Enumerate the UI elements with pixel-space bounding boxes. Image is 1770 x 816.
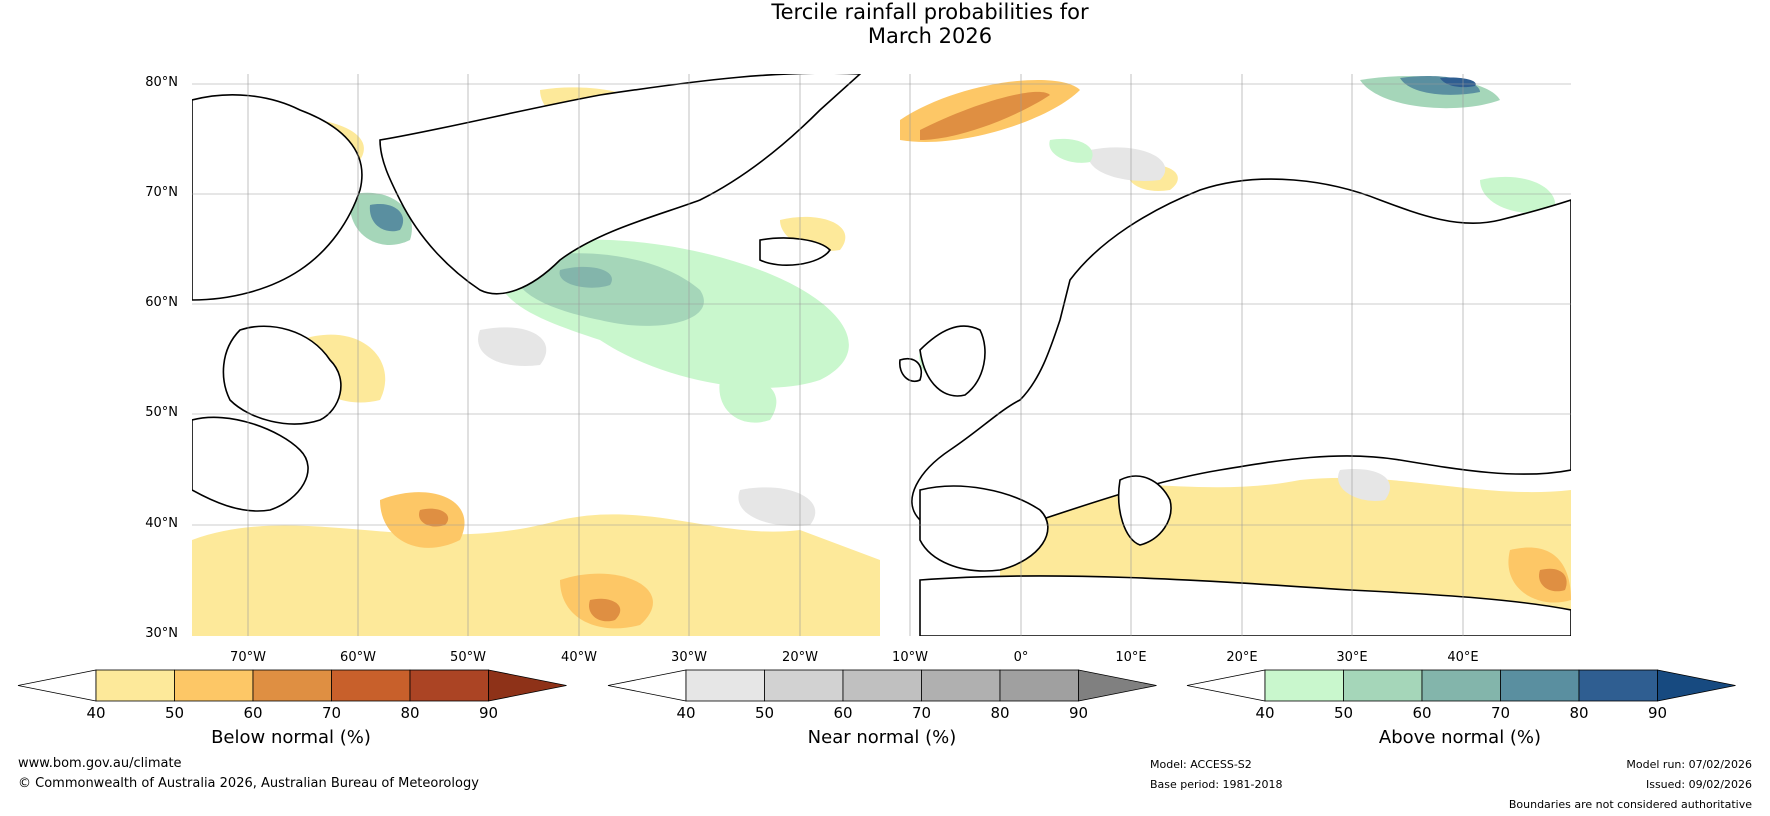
footer-website: www.bom.gov.au/climate xyxy=(18,756,182,771)
lon-tick: 40°E xyxy=(1447,650,1479,665)
lon-tick: 0° xyxy=(1013,650,1029,665)
lon-tick: 50°W xyxy=(450,650,486,665)
colorbar-segment xyxy=(252,669,332,702)
colorbar-segment xyxy=(764,669,844,702)
colorbar-label-below: Below normal (%) xyxy=(211,727,371,748)
colorbar-tick-label: 60 xyxy=(833,704,853,722)
colorbar-tick-label: 40 xyxy=(676,704,696,722)
lon-tick: 70°W xyxy=(230,650,266,665)
colorbar-segment xyxy=(1500,669,1580,702)
lon-tick: 30°E xyxy=(1336,650,1368,665)
colorbar-segment xyxy=(842,669,922,702)
lon-tick: 10°W xyxy=(892,650,928,665)
colorbar-segment xyxy=(1578,669,1658,702)
coastlines xyxy=(192,74,1571,636)
colorbar-segment xyxy=(409,669,489,702)
colorbar-tick-label: 80 xyxy=(990,704,1010,722)
lat-tick: 50°N xyxy=(145,405,178,420)
colorbar-extend-low xyxy=(607,669,687,702)
colorbar-tick-label: 50 xyxy=(1333,704,1354,722)
colorbar-segment xyxy=(685,669,765,702)
colorbar-tick-label: 90 xyxy=(478,704,499,722)
colorbar-segment xyxy=(174,669,254,702)
gridlines xyxy=(192,74,1571,636)
colorbar-tick-label: 70 xyxy=(321,704,342,722)
colorbar-segment xyxy=(95,669,175,702)
colorbar-tick-label: 80 xyxy=(400,704,420,722)
colorbar-extend-low xyxy=(1186,669,1266,702)
lon-tick: 10°E xyxy=(1115,650,1147,665)
colorbar-segment xyxy=(1343,669,1423,702)
footer-base-period: Base period: 1981-2018 xyxy=(1150,778,1283,791)
colorbar-segment xyxy=(331,669,411,702)
colorbar-extend-high xyxy=(488,669,567,702)
footer-issued: Issued: 09/02/2026 xyxy=(1645,778,1752,791)
colorbar-tick-label: 40 xyxy=(86,704,106,722)
colorbar-segment xyxy=(999,669,1079,702)
lat-tick: 30°N xyxy=(145,626,178,641)
lon-tick: 60°W xyxy=(340,650,376,665)
colorbar-extend-low xyxy=(17,669,97,702)
colorbar-tick-label: 90 xyxy=(1647,704,1668,722)
colorbar-tick-label: 70 xyxy=(911,704,932,722)
footer-model-run: Model run: 07/02/2026 xyxy=(1626,758,1752,771)
lat-tick: 60°N xyxy=(145,295,178,310)
colorbar-segment xyxy=(921,669,1001,702)
lon-tick: 40°W xyxy=(561,650,597,665)
footer-copyright: © Commonwealth of Australia 2026, Austra… xyxy=(18,776,479,791)
map-title: Tercile rainfall probabilities for March… xyxy=(0,0,1770,48)
colorbar-label-near: Near normal (%) xyxy=(807,727,957,748)
footer-disclaimer: Boundaries are not considered authoritat… xyxy=(1508,798,1752,811)
colorbar-tick-label: 50 xyxy=(164,704,185,722)
colorbar-tick-label: 70 xyxy=(1490,704,1511,722)
lon-tick: 20°E xyxy=(1226,650,1258,665)
colorbar-segment xyxy=(1264,669,1344,702)
lon-tick: 20°W xyxy=(782,650,818,665)
colorbar-tick-label: 60 xyxy=(243,704,263,722)
colorbar-segment xyxy=(1421,669,1501,702)
lat-tick: 40°N xyxy=(145,516,178,531)
lat-tick: 80°N xyxy=(145,75,178,90)
colorbar-label-above: Above normal (%) xyxy=(1378,727,1542,748)
colorbar-tick-label: 40 xyxy=(1255,704,1275,722)
footer-model: Model: ACCESS-S2 xyxy=(1150,758,1252,771)
colorbar-extend-high xyxy=(1657,669,1736,702)
map-title-line1: Tercile rainfall probabilities for xyxy=(771,0,1089,24)
colorbar-tick-label: 60 xyxy=(1412,704,1432,722)
lon-tick: 30°W xyxy=(671,650,707,665)
map-title-line2: March 2026 xyxy=(867,24,993,48)
colorbar-tick-label: 50 xyxy=(754,704,775,722)
colorbars xyxy=(17,669,1736,702)
colorbar-extend-high xyxy=(1078,669,1157,702)
lat-tick: 70°N xyxy=(145,185,178,200)
colorbar-tick-label: 80 xyxy=(1569,704,1589,722)
map-area xyxy=(192,74,1571,636)
colorbar-tick-label: 90 xyxy=(1068,704,1089,722)
